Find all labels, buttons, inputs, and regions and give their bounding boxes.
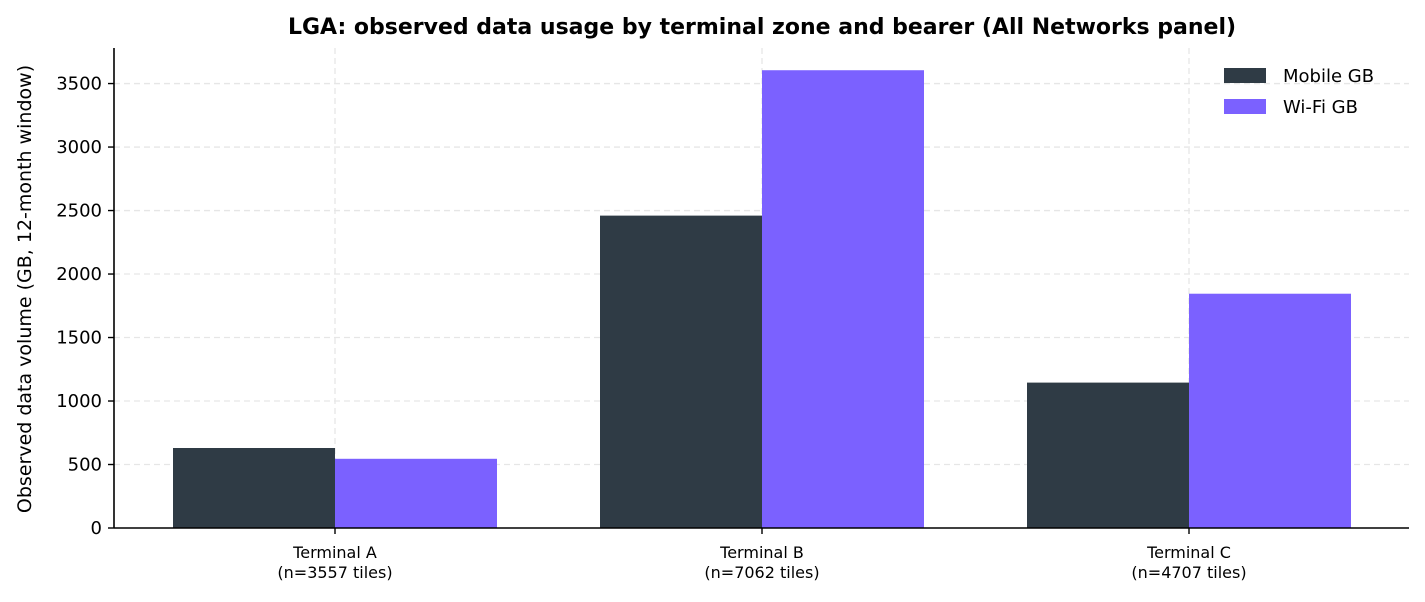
- y-tick-label: 0: [91, 518, 102, 539]
- legend-swatch: [1224, 99, 1266, 114]
- x-tick-label-line: Terminal C: [1146, 543, 1231, 562]
- legend-swatch: [1224, 68, 1266, 83]
- y-tick-label: 2000: [56, 264, 102, 285]
- x-tick-label: Terminal B (n=7062 tiles): [704, 543, 819, 582]
- bar-wi-fi-gb-2: [762, 70, 924, 528]
- legend-label: Mobile GB: [1283, 66, 1374, 87]
- x-tick-label-line: (n=7062 tiles): [704, 563, 819, 582]
- x-tick-labels: Terminal A (n=3557 tiles) Terminal B (n=706…: [277, 528, 1247, 582]
- bar-wi-fi-gb-3: [1189, 293, 1351, 528]
- y-tick-label: 2500: [56, 201, 102, 222]
- legend-label: Wi-Fi GB: [1283, 97, 1358, 118]
- y-tick-label: 500: [68, 455, 102, 476]
- y-tick-label: 1000: [56, 391, 102, 412]
- bar-mobile-gb-1: [173, 448, 335, 528]
- y-tick-label: 3000: [56, 137, 102, 158]
- bar-mobile-gb-2: [600, 215, 762, 528]
- y-tick-label: 1500: [56, 328, 102, 349]
- y-tick-labels: 0 500 1000 1500 2000 2500 3000 3500: [56, 74, 114, 539]
- y-tick-label: 3500: [56, 74, 102, 95]
- x-tick-label: Terminal C (n=4707 tiles): [1131, 543, 1246, 582]
- chart-title: LGA: observed data usage by terminal zon…: [288, 15, 1236, 40]
- x-tick-label: Terminal A (n=3557 tiles): [277, 543, 392, 582]
- bar-mobile-gb-3: [1027, 382, 1189, 528]
- x-tick-label-line: Terminal B: [719, 543, 804, 562]
- y-axis-label: Observed data volume (GB, 12-month windo…: [14, 65, 36, 513]
- bars: [173, 70, 1351, 528]
- x-tick-label-line: Terminal A: [292, 543, 377, 562]
- x-tick-label-line: (n=3557 tiles): [277, 563, 392, 582]
- bar-wi-fi-gb-1: [335, 458, 497, 528]
- legend: Mobile GB Wi-Fi GB: [1224, 66, 1374, 118]
- x-tick-label-line: (n=4707 tiles): [1131, 563, 1246, 582]
